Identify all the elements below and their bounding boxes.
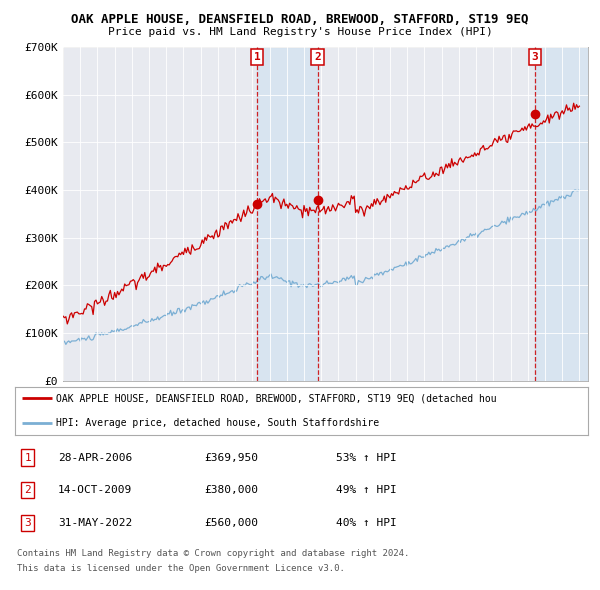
Text: 1: 1 [254,52,261,62]
Text: 2: 2 [314,52,321,62]
Text: Contains HM Land Registry data © Crown copyright and database right 2024.: Contains HM Land Registry data © Crown c… [17,549,409,558]
Text: 14-OCT-2009: 14-OCT-2009 [58,486,132,495]
Text: £369,950: £369,950 [204,453,258,463]
Text: 3: 3 [532,52,538,62]
Text: This data is licensed under the Open Government Licence v3.0.: This data is licensed under the Open Gov… [17,563,344,572]
Text: 28-APR-2006: 28-APR-2006 [58,453,132,463]
Bar [535,47,588,381]
Text: Price paid vs. HM Land Registry's House Price Index (HPI): Price paid vs. HM Land Registry's House … [107,27,493,37]
Text: 2: 2 [24,486,31,495]
Text: 40% ↑ HPI: 40% ↑ HPI [336,518,397,528]
Text: OAK APPLE HOUSE, DEANSFIELD ROAD, BREWOOD, STAFFORD, ST19 9EQ: OAK APPLE HOUSE, DEANSFIELD ROAD, BREWOO… [71,13,529,26]
Text: £380,000: £380,000 [204,486,258,495]
Text: OAK APPLE HOUSE, DEANSFIELD ROAD, BREWOOD, STAFFORD, ST19 9EQ (detached hou: OAK APPLE HOUSE, DEANSFIELD ROAD, BREWOO… [56,393,497,403]
Text: 53% ↑ HPI: 53% ↑ HPI [336,453,397,463]
Text: 31-MAY-2022: 31-MAY-2022 [58,518,132,528]
Text: 3: 3 [24,518,31,528]
Text: HPI: Average price, detached house, South Staffordshire: HPI: Average price, detached house, Sout… [56,418,379,428]
Text: 49% ↑ HPI: 49% ↑ HPI [336,486,397,495]
Text: £560,000: £560,000 [204,518,258,528]
Text: 1: 1 [24,453,31,463]
Bar [257,47,317,381]
